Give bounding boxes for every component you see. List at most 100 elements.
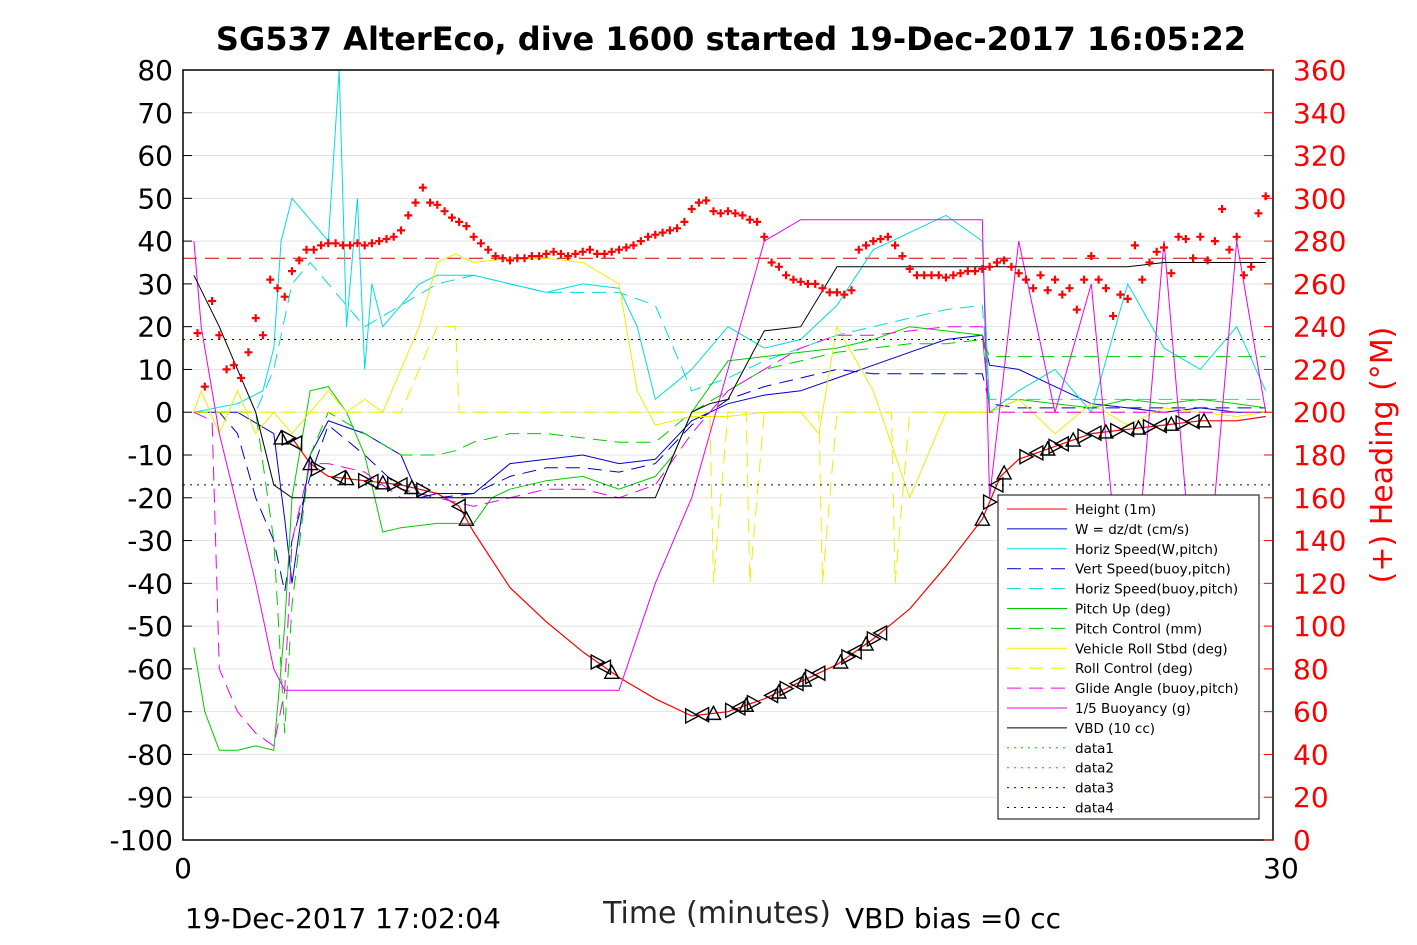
heading-point-2 <box>208 297 217 305</box>
heading-point-52 <box>571 249 580 258</box>
heading-point-4 <box>222 365 231 374</box>
left-tick-label-12: -40 <box>127 567 173 600</box>
heading-point-140 <box>1210 237 1219 246</box>
triangle-marker-7 <box>357 472 374 489</box>
heading-point-114 <box>1021 275 1030 284</box>
left-tick-label-16: -80 <box>127 738 173 771</box>
triangle-marker-57 <box>1163 415 1180 431</box>
heading-point-31 <box>418 183 427 192</box>
triangle-marker-48 <box>1064 431 1082 447</box>
heading-point-7 <box>244 348 253 357</box>
triangle-marker-12 <box>403 479 421 495</box>
heading-point-8 <box>251 314 260 323</box>
heading-point-69 <box>694 198 703 207</box>
triangle-marker-29 <box>788 675 804 692</box>
heading-point-54 <box>585 245 594 254</box>
triangle-marker-37 <box>866 630 882 648</box>
heading-point-109 <box>985 262 994 271</box>
triangle-marker-0 <box>272 429 290 445</box>
heading-point-97 <box>898 252 907 261</box>
heading-point-72 <box>716 209 725 218</box>
heading-point-89 <box>840 290 849 299</box>
right-tick-label-0: 360 <box>1293 54 1346 87</box>
heading-point-120 <box>1065 284 1074 293</box>
triangle-marker-6 <box>338 470 355 486</box>
heading-point-90 <box>847 286 856 295</box>
heading-point-108 <box>978 264 987 273</box>
heading-point-58 <box>615 245 623 254</box>
heading-point-1 <box>200 382 209 391</box>
right-tick-label-9: 180 <box>1293 439 1346 472</box>
heading-point-24 <box>367 239 376 248</box>
heading-point-135 <box>1174 232 1183 241</box>
right-tick-label-4: 280 <box>1293 225 1346 258</box>
heading-point-20 <box>338 241 347 250</box>
triangle-marker-16 <box>590 653 606 671</box>
heading-point-48 <box>542 249 551 258</box>
heading-point-78 <box>760 232 769 241</box>
legend-label-9: Glide Angle (buoy,pitch) <box>1075 681 1239 697</box>
triangle-marker-18 <box>603 663 620 680</box>
legend-label-15: data4 <box>1075 801 1114 817</box>
legend-label-2: Horiz Speed(W,pitch) <box>1075 542 1218 558</box>
heading-point-53 <box>578 247 587 256</box>
heading-point-39 <box>476 239 485 248</box>
left-tick-label-6: 20 <box>137 311 173 344</box>
triangle-marker-35 <box>846 643 862 660</box>
left-tick-label-0: 80 <box>137 54 173 87</box>
heading-point-73 <box>724 207 732 216</box>
triangle-marker-55 <box>1142 418 1158 435</box>
heading-point-11 <box>273 284 282 293</box>
left-tick-label-1: 70 <box>137 97 173 130</box>
triangle-marker-15 <box>458 510 475 526</box>
heading-point-136 <box>1181 235 1190 243</box>
heading-point-123 <box>1087 252 1096 261</box>
heading-point-17 <box>317 241 326 250</box>
heading-point-13 <box>288 267 296 276</box>
heading-point-91 <box>854 245 863 254</box>
triangle-marker-46 <box>1048 438 1064 455</box>
heading-point-112 <box>1007 262 1016 271</box>
heading-point-105 <box>956 269 965 278</box>
heading-point-71 <box>709 207 718 216</box>
heading-point-121 <box>1072 305 1081 314</box>
triangle-marker-39 <box>974 510 991 526</box>
triangle-marker-44 <box>1028 444 1044 462</box>
heading-point-42 <box>498 254 507 263</box>
heading-point-126 <box>1109 312 1118 320</box>
triangle-marker-14 <box>450 498 466 515</box>
heading-point-100 <box>920 271 929 280</box>
legend-label-8: Roll Control (deg) <box>1075 661 1193 677</box>
heading-point-18 <box>324 239 333 248</box>
triangle-marker-8 <box>363 473 379 490</box>
left-tick-label-17: -90 <box>127 781 173 814</box>
triangle-marker-51 <box>1097 423 1115 439</box>
heading-point-82 <box>789 275 798 284</box>
heading-point-68 <box>687 205 696 213</box>
heading-point-55 <box>593 249 602 258</box>
left-tick-label-7: 10 <box>137 353 173 386</box>
heading-point-142 <box>1225 245 1234 254</box>
heading-point-77 <box>753 217 762 226</box>
triangle-marker-41 <box>988 476 1004 494</box>
heading-point-51 <box>564 252 573 261</box>
chart-title: SG537 AlterEco, dive 1600 started 19-Dec… <box>216 20 1246 58</box>
left-tick-label-10: -20 <box>127 482 173 515</box>
legend-label-4: Horiz Speed(buoy,pitch) <box>1075 582 1238 598</box>
heading-point-29 <box>404 211 413 220</box>
heading-point-146 <box>1254 209 1263 218</box>
heading-point-118 <box>1051 275 1059 284</box>
heading-point-46 <box>527 252 536 261</box>
heading-point-44 <box>513 254 522 263</box>
right-tick-label-10: 160 <box>1293 482 1346 515</box>
heading-point-19 <box>331 239 340 248</box>
right-tick-label-17: 20 <box>1293 781 1329 814</box>
triangle-marker-13 <box>416 481 432 499</box>
left-tick-label-3: 50 <box>137 182 173 215</box>
triangle-marker-34 <box>841 648 857 666</box>
triangle-marker-32 <box>810 664 826 682</box>
triangle-marker-60 <box>1195 412 1213 428</box>
heading-point-9 <box>258 331 267 340</box>
legend-label-3: Vert Speed(buoy,pitch) <box>1075 562 1231 578</box>
